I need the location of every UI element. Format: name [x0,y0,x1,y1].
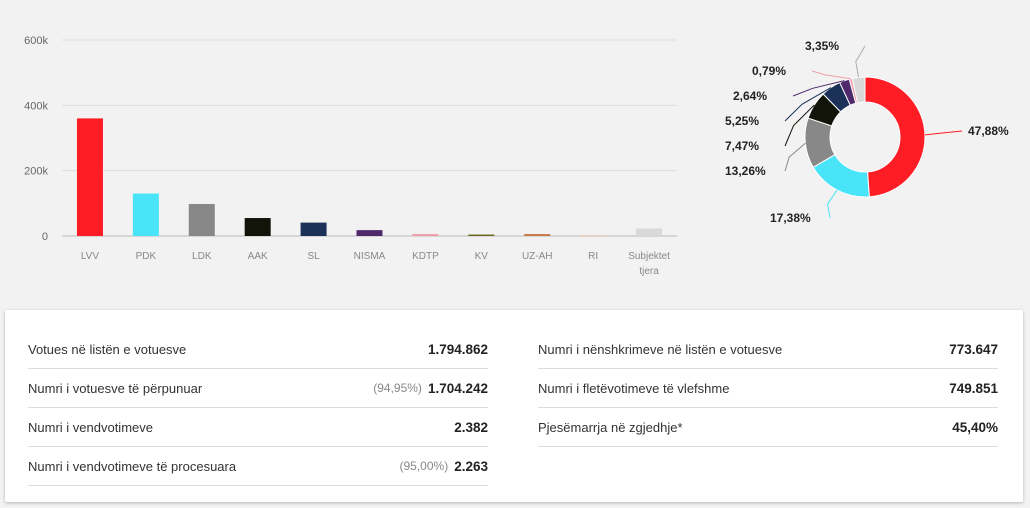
bar-nisma[interactable] [356,230,383,236]
stats-left-column: Votues në listën e votuesve 1.794.862 Nu… [28,330,488,486]
slice-connector [924,130,963,136]
donut-slice[interactable] [851,76,866,104]
slice-label: 7,47% [725,139,759,153]
stat-row-valid-ballots: Numri i fletëvotimeve të vlefshme 749.85… [538,369,998,408]
x-tick-label: UZ-AH [522,251,553,262]
x-tick-label: RI [588,251,598,262]
stats-panel: Votues në listën e votuesve 1.794.862 Nu… [5,310,1023,502]
slice-label: 13,26% [725,164,766,178]
stat-label: Numri i nënshkrimeve në listën e votuesv… [538,341,783,357]
x-tick-label: KV [475,251,489,262]
bar-uz-ah[interactable] [524,234,551,236]
donut-slice[interactable] [864,76,926,198]
y-tick-label: 400k [24,100,48,112]
x-tick-label: LDK [192,251,212,262]
stat-label: Numri i fletëvotimeve të vlefshme [538,380,730,396]
stat-value: 749.851 [949,380,998,396]
bar-aak[interactable] [244,218,271,236]
stat-row-processed-stations: Numri i vendvotimeve të procesuara (95,0… [28,447,488,486]
stat-percent: (95,00%) [399,459,449,473]
donut-chart: 47,88% 17,38% 13,26% 7,47% 5,25% 2,64% 0,79% 3,… [725,39,1009,225]
bar-chart: 0 200k 400k 600k LVV PDK LDK AAK SL NISMA KDTP KV UZ… [24,35,677,277]
stat-row-registered-voters: Votues në listën e votuesve 1.794.862 [28,330,488,369]
y-tick-label: 600k [24,35,48,47]
stat-row-signatures: Numri i nënshkrimeve në listën e votuesv… [538,330,998,369]
x-tick-label: PDK [136,251,157,262]
stat-label: Numri i vendvotimeve të procesuara [28,458,237,474]
x-tick-label: KDTP [412,251,439,262]
stat-value: 773.647 [949,341,998,357]
slice-label: 17,38% [770,211,811,225]
slice-connector [826,189,838,219]
stat-label: Numri i votuesve të përpunuar [28,380,203,396]
stat-value: 2.263 [454,458,488,474]
y-tick-label: 0 [42,231,48,243]
stats-right-column: Numri i nënshkrimeve në listën e votuesv… [538,330,998,447]
stat-value: 45,40% [952,419,998,435]
x-tick-label: NISMA [354,251,386,262]
stat-row-processed-voters: Numri i votuesve të përpunuar (94,95%) 1… [28,369,488,408]
slice-connector [784,87,832,122]
x-tick-label: AAK [248,251,268,262]
slice-connector [792,80,845,97]
slice-label: 3,35% [805,39,839,53]
stat-value: 2.382 [454,419,488,435]
bar-ldk[interactable] [188,203,215,236]
bar-kv[interactable] [468,234,495,236]
slice-connector [784,142,806,172]
slice-label: 2,64% [733,89,767,103]
slice-connector [855,45,866,78]
slice-label: 47,88% [968,124,1009,138]
stat-label: Votues në listën e votuesve [28,341,187,357]
slice-connector [811,70,851,80]
slice-label: 5,25% [725,114,759,128]
stat-row-turnout: Pjesëmarrja në zgjedhje* 45,40% [538,408,998,447]
bar-kdtp[interactable] [412,234,439,236]
x-tick-label: LVV [81,251,99,262]
slice-connector [784,104,815,147]
stat-percent: (94,95%) [373,381,422,395]
stat-label: Numri i vendvotimeve [28,419,153,435]
bar-sl[interactable] [300,222,327,236]
bar-lvv[interactable] [76,118,103,236]
slice-label: 0,79% [752,64,786,78]
bar-pdk[interactable] [132,193,159,236]
bar-subjektet-tjera[interactable] [636,228,663,236]
stat-label: Pjesëmarrja në zgjedhje* [538,419,683,435]
stat-row-polling-stations: Numri i vendvotimeve 2.382 [28,408,488,447]
stat-value: 1.704.242 [427,380,488,396]
stat-value: 1.794.862 [427,341,488,357]
y-tick-label: 200k [24,166,48,178]
bar-ri[interactable] [580,235,607,236]
x-tick-label: Subjektet tjera [628,251,670,277]
x-tick-label: SL [307,251,320,262]
